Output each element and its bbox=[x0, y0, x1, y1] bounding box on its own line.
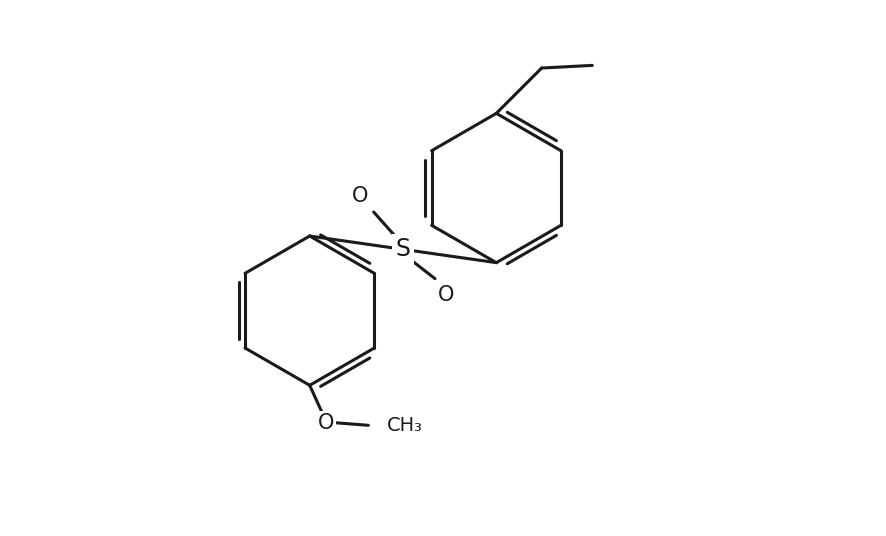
Text: O: O bbox=[317, 413, 334, 433]
Text: O: O bbox=[352, 186, 369, 206]
Text: O: O bbox=[438, 285, 454, 304]
Text: CH₃: CH₃ bbox=[387, 416, 423, 435]
Text: S: S bbox=[395, 237, 410, 262]
